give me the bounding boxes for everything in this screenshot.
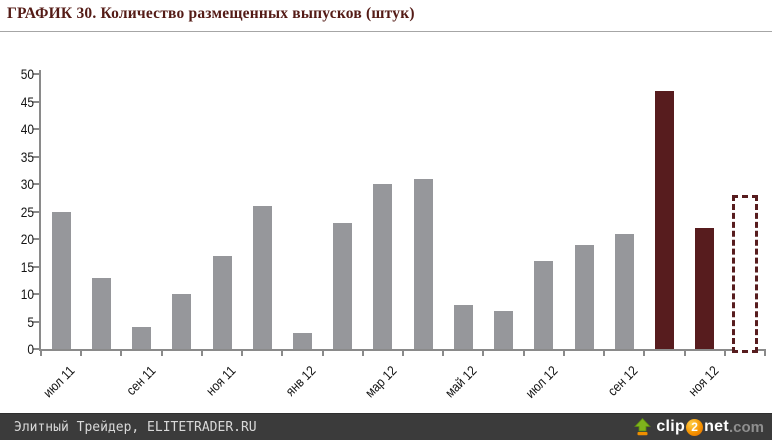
y-axis-label: 40 xyxy=(20,121,34,137)
x-axis-tick xyxy=(522,351,525,356)
x-axis-tick xyxy=(764,351,766,356)
bar-сен-11 xyxy=(132,327,152,349)
bar-ноя-12 xyxy=(695,228,715,349)
y-axis-label: 10 xyxy=(20,286,34,302)
y-axis-tick xyxy=(33,183,39,185)
x-axis-tick xyxy=(321,351,324,356)
footer-credit: Элитный Трейдер, ELITETRADER.RU xyxy=(14,419,257,435)
y-axis-tick xyxy=(33,210,39,213)
y-axis-label: 5 xyxy=(27,313,34,330)
x-axis-tick xyxy=(241,351,244,356)
y-axis-tick xyxy=(33,293,39,295)
y-axis-label: 35 xyxy=(20,148,34,165)
logo-text-com: .com xyxy=(728,418,764,436)
x-axis-tick xyxy=(442,351,445,356)
y-axis-label: 20 xyxy=(20,231,34,247)
y-axis-tick xyxy=(33,128,39,130)
x-axis-tick xyxy=(281,351,284,356)
bar-авг-11 xyxy=(91,277,111,349)
x-axis-tick xyxy=(200,351,203,356)
y-axis-tick xyxy=(33,348,39,350)
bar-фев-12 xyxy=(333,222,353,349)
x-axis-tick xyxy=(120,351,123,356)
x-axis-tick xyxy=(402,351,404,356)
footer-bar: Элитный Трейдер, ELITETRADER.RU clip 2 n… xyxy=(0,413,772,440)
bar-май-12 xyxy=(453,305,473,349)
x-axis-tick xyxy=(723,351,726,356)
x-axis-tick xyxy=(80,351,83,356)
y-axis-tick xyxy=(33,73,39,75)
x-axis-tick xyxy=(361,351,364,356)
y-axis-tick xyxy=(33,320,39,323)
logo-badge-2: 2 xyxy=(686,418,704,436)
bar-сен-12 xyxy=(614,233,634,349)
bar-дек-11 xyxy=(252,206,272,349)
logo-text-clip: clip xyxy=(656,418,686,435)
bar-апр-12 xyxy=(413,178,433,349)
y-axis-tick xyxy=(33,238,39,240)
bar-ноя-11 xyxy=(212,255,232,349)
x-axis-tick xyxy=(160,351,163,356)
chart-title: ГРАФИК 30. Количество размещенных выпуск… xyxy=(7,5,415,22)
y-axis-label: 15 xyxy=(20,258,34,275)
bar-янв-12 xyxy=(292,332,312,349)
bar-мар-12 xyxy=(373,184,393,349)
logo-text-net: net xyxy=(704,418,729,435)
x-axis-tick xyxy=(482,351,485,356)
y-axis-label: 30 xyxy=(20,176,34,192)
x-axis-tick xyxy=(562,351,565,356)
x-axis-tick xyxy=(683,351,686,356)
bar-дек-12 xyxy=(731,195,758,353)
y-axis-label: 0 xyxy=(27,341,34,357)
y-axis-tick xyxy=(33,155,39,158)
y-axis-label: 45 xyxy=(20,93,34,110)
bar-авг-12 xyxy=(574,244,594,349)
x-axis-tick xyxy=(603,351,606,356)
y-axis-tick xyxy=(33,100,39,103)
bar-окт-12 xyxy=(654,90,674,349)
y-axis-line xyxy=(39,70,41,351)
y-axis-label: 25 xyxy=(20,203,34,220)
y-axis-label: 50 xyxy=(20,66,34,82)
bar-июл-12 xyxy=(534,261,554,349)
clip2net-logo[interactable]: clip 2 net .com xyxy=(633,418,764,436)
bar-июл-11 xyxy=(51,211,71,349)
title-divider xyxy=(0,31,772,32)
bar-chart: 0 5 10 15 20 25 30 35 40 45 50 июл 11 сен 11 ноя 11 ян… xyxy=(20,66,766,401)
upload-arrow-icon xyxy=(634,418,652,436)
bar-окт-11 xyxy=(172,294,192,349)
x-axis-line xyxy=(39,349,766,351)
x-axis-tick xyxy=(40,351,42,356)
bar-июн-12 xyxy=(494,310,514,349)
y-axis-tick xyxy=(33,265,39,268)
x-axis-tick xyxy=(643,351,646,356)
